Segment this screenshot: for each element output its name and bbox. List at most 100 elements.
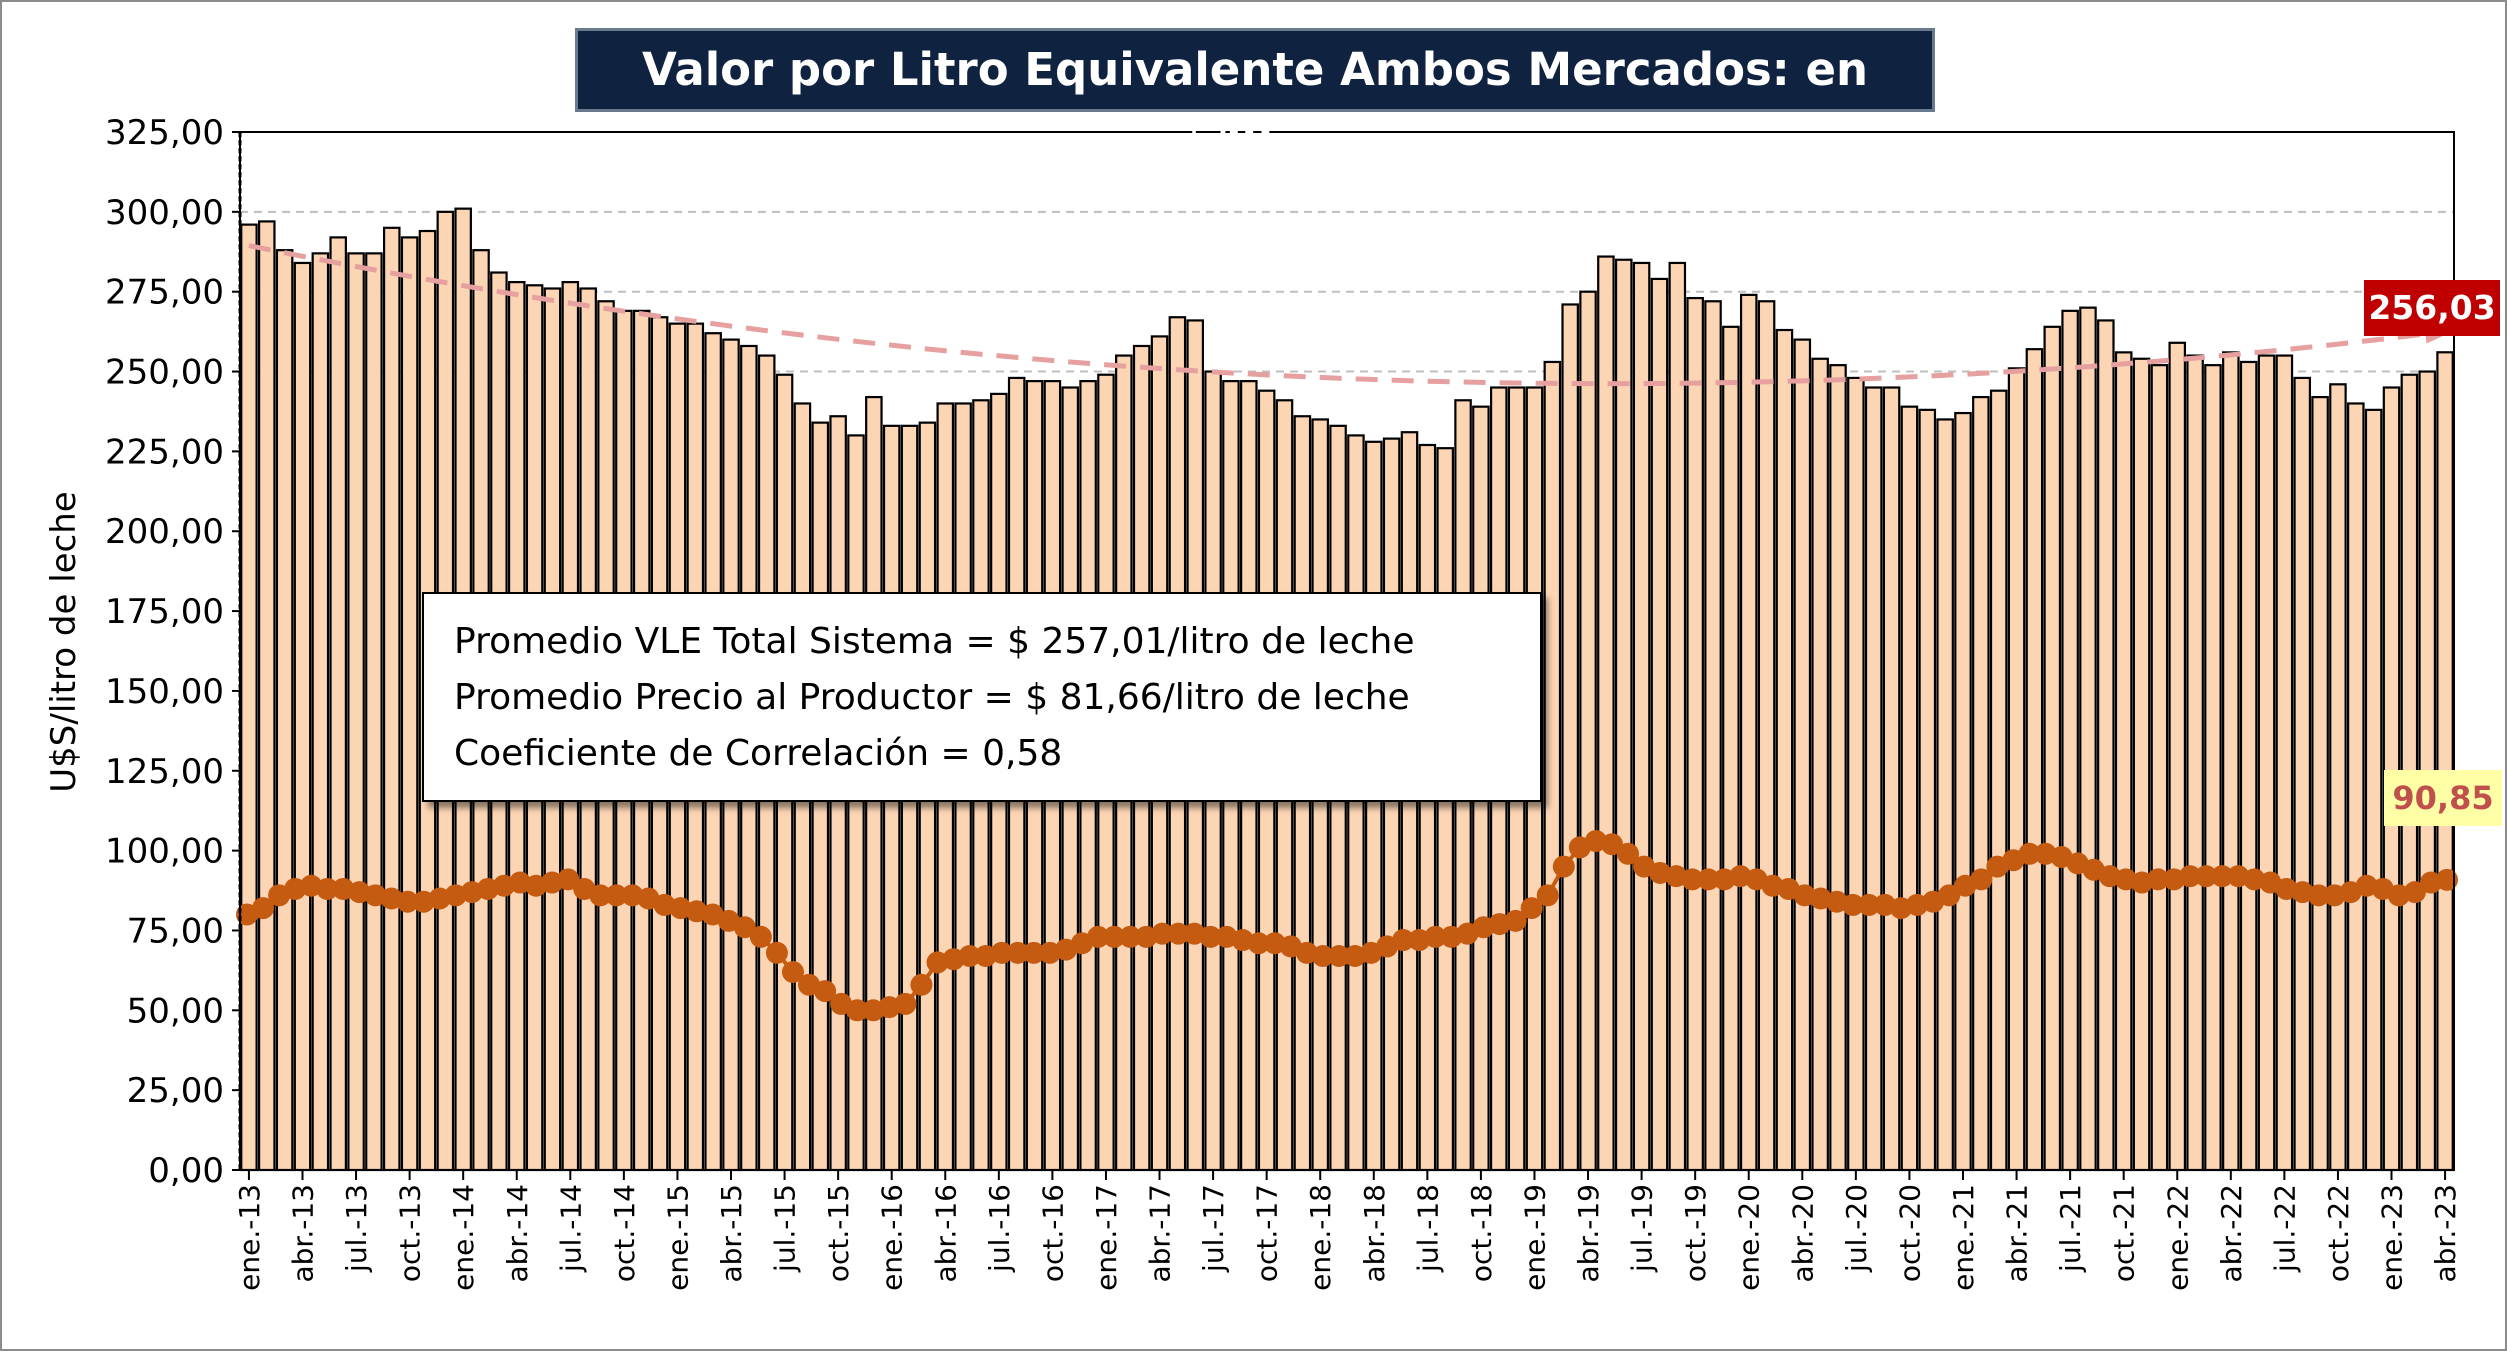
price-point [1841, 893, 1864, 916]
x-tick-label: oct.-21 [2108, 1184, 2141, 1282]
x-tick-label: ene.-20 [1733, 1184, 1766, 1291]
price-point [1022, 941, 1045, 964]
x-tick-label: jul.-21 [2054, 1184, 2087, 1273]
x-tick-label: abr.-14 [501, 1184, 534, 1283]
price-point [252, 897, 275, 920]
x-tick-label: abr.-15 [715, 1184, 748, 1283]
x-tick-label: abr.-23 [2429, 1184, 2462, 1283]
bar [1775, 328, 1794, 1172]
bar [293, 261, 312, 1172]
price-point [1327, 945, 1350, 968]
y-tick-label: 100,00 [105, 832, 224, 872]
bar [2043, 325, 2062, 1172]
x-tick-label: oct.-17 [1251, 1184, 1284, 1282]
price-point [765, 941, 788, 964]
bar [2329, 383, 2347, 1172]
bar [2061, 309, 2079, 1172]
price-series [236, 830, 2458, 1022]
x-tick-label: oct.-18 [1465, 1184, 1498, 1282]
price-point [1938, 884, 1961, 907]
bar [1704, 300, 1722, 1172]
bar [2025, 348, 2044, 1172]
bar [2186, 354, 2204, 1172]
x-tick-label: abr.-17 [1144, 1184, 1177, 1283]
bar [2168, 341, 2187, 1172]
x-tick-labels: ene.-13 abr.-13 jul.-13 oct.-13 ene.-14 abr.-… [233, 1170, 2462, 1291]
x-tick-label: ene.-22 [2161, 1184, 2194, 1291]
price-point [605, 884, 628, 907]
x-tick-label: jul.-17 [1197, 1184, 1230, 1273]
bar [1650, 277, 1669, 1172]
x-tick-label: jul.-15 [769, 1184, 802, 1273]
y-tick-label: 150,00 [105, 672, 224, 712]
y-axis-label: U$S/litro de leche [44, 491, 84, 793]
trend-line [248, 243, 2446, 387]
y-tick-label: 125,00 [105, 752, 224, 792]
bar [311, 252, 330, 1172]
x-tick-label: ene.-18 [1304, 1184, 1337, 1291]
x-tick-label: oct.-20 [1893, 1184, 1926, 1282]
x-tick-label: jul.-16 [983, 1184, 1016, 1273]
bar [1668, 261, 1687, 1172]
bar [1936, 418, 1954, 1172]
price-point [894, 992, 917, 1015]
bar [1882, 386, 1901, 1172]
bar [1722, 325, 1740, 1172]
bar [2222, 351, 2240, 1172]
bar [1382, 437, 1401, 1172]
x-tick-label: abr.-18 [1358, 1184, 1391, 1283]
price-point [846, 999, 869, 1022]
price-point [2307, 884, 2330, 907]
price-point [1006, 941, 1029, 964]
price-point [1520, 897, 1543, 920]
price-point [1392, 929, 1415, 952]
x-tick-label: ene.-17 [1090, 1184, 1123, 1291]
x-tick-label: abr.-22 [2215, 1184, 2248, 1283]
price-point [2179, 865, 2202, 888]
x-tick-label: abr.-20 [1786, 1184, 1819, 1283]
y-tick-label: 300,00 [105, 193, 224, 233]
bar [347, 252, 365, 1172]
x-tick-label: ene.-14 [447, 1184, 480, 1291]
bar [240, 223, 258, 1172]
price-point [1617, 842, 1640, 865]
y-tick-label: 175,00 [105, 592, 224, 632]
price-point [1167, 922, 1190, 945]
bar [1632, 261, 1651, 1172]
price-point [1247, 932, 1270, 955]
bar [258, 220, 276, 1172]
chart-title: Valor por Litro Equivalente Ambos Mercad… [575, 28, 1935, 174]
x-tick-label: ene.-19 [1519, 1184, 1552, 1291]
bar [1811, 357, 1829, 1172]
bar [2257, 354, 2276, 1172]
stats-vle-average: Promedio VLE Total Sistema = $ 257,01/li… [454, 621, 1415, 662]
x-tick-label: oct.-14 [608, 1184, 641, 1282]
bar [1597, 255, 1615, 1172]
price-point [733, 916, 756, 939]
x-tick-label: jul.-22 [2268, 1184, 2301, 1273]
bar [2311, 395, 2329, 1172]
x-tick-label: ene.-16 [876, 1184, 909, 1291]
bar [2150, 364, 2169, 1172]
x-tick-label: oct.-19 [1679, 1184, 1712, 1282]
x-tick-label: jul.-20 [1840, 1184, 1873, 1273]
price-point [1311, 945, 1334, 968]
price-point [1536, 884, 1559, 907]
price-point [814, 980, 837, 1003]
stats-summary-box: Promedio VLE Total Sistema = $ 257,01/li… [422, 592, 1542, 802]
x-tick-label: oct.-16 [1036, 1184, 1069, 1282]
price-point [1087, 925, 1110, 948]
y-tick-label: 225,00 [105, 432, 224, 472]
x-tick-label: oct.-13 [394, 1184, 427, 1282]
price-point [1857, 893, 1880, 916]
price-point [589, 884, 612, 907]
price-point [2018, 842, 2041, 865]
y-tick-label: 250,00 [105, 353, 224, 393]
bar [1365, 440, 1383, 1172]
x-tick-label: jul.-19 [1626, 1184, 1659, 1273]
price-point [2195, 865, 2218, 888]
bar [1561, 303, 1579, 1172]
price-point [1504, 909, 1527, 932]
axes [238, 131, 2455, 1171]
bar [2079, 306, 2097, 1172]
